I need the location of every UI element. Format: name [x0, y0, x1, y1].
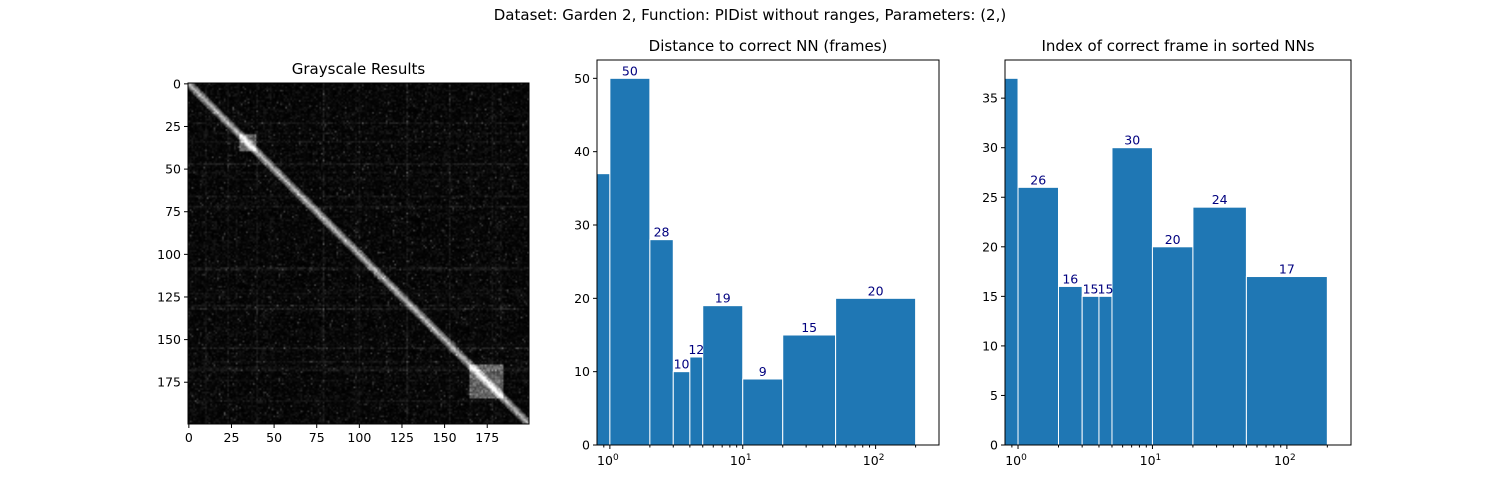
distance-hist-xtick-label: 101: [730, 453, 752, 468]
heatmap-xtick-label: 75: [309, 430, 325, 445]
distance-hist-bar: [835, 297, 917, 445]
heatmap-frame: [187, 82, 530, 425]
heatmap-title: Grayscale Results: [292, 60, 426, 78]
distance-hist-ytick-label: 10: [574, 364, 590, 379]
index-hist-bar: [1151, 246, 1194, 445]
heatmap-ytick-label: 25: [165, 119, 181, 134]
index-hist-bar: [1192, 206, 1247, 445]
distance-hist-ytick-label: 20: [574, 291, 590, 306]
index-hist-ytick-label: 15: [982, 289, 998, 304]
heatmap-xtick-label: 125: [390, 430, 414, 445]
index-hist-bar-label: 20: [1165, 232, 1181, 247]
index-hist-bar: [1081, 295, 1100, 445]
index-hist-bar-label: 15: [1083, 281, 1099, 296]
index-hist-bars: [1005, 77, 1328, 445]
index-hist-title: Index of correct frame in sorted NNs: [1041, 37, 1314, 55]
distance-hist-bar: [649, 239, 674, 445]
distance-hist-xtick-label: 100: [597, 453, 619, 468]
index-hist-xtick-label: 101: [1140, 453, 1162, 468]
index-hist-ytick-label: 5: [990, 388, 998, 403]
distance-hist-bar: [609, 77, 651, 445]
index-hist-ytick-label: 20: [982, 239, 998, 254]
index-hist-bar: [1245, 276, 1328, 445]
distance-hist-bar-label: 12: [688, 342, 704, 357]
index-hist-xtick-label: 100: [1005, 453, 1027, 468]
distance-hist-ytick-label: 50: [574, 71, 590, 86]
heatmap-ytick-label: 100: [157, 247, 181, 262]
index-hist-bar: [1057, 285, 1083, 445]
index-hist-bar-label: 24: [1212, 192, 1228, 207]
distance-hist-title: Distance to correct NN (frames): [649, 37, 888, 55]
distance-hist-bar: [597, 173, 611, 445]
heatmap-xtick-label: 25: [224, 430, 240, 445]
heatmap-xtick-label: 175: [475, 430, 499, 445]
heatmap-xtick-label: 100: [347, 430, 371, 445]
heatmap-xtick-label: 50: [266, 430, 282, 445]
distance-hist-bar-label: 19: [715, 291, 731, 306]
index-hist-ytick-label: 30: [982, 140, 998, 155]
index-hist-frame: [1004, 59, 1352, 446]
distance-hist-bar: [672, 371, 691, 445]
distance-hist-bar-label: 20: [868, 283, 884, 298]
heatmap-ytick-label: 0: [173, 76, 181, 91]
distance-hist-bars: [597, 77, 917, 445]
index-hist-xtick-label: 102: [1274, 453, 1296, 468]
heatmap-ytick-label: 175: [157, 375, 181, 390]
distance-hist-bar-label: 50: [622, 63, 638, 78]
index-hist-bar: [1017, 186, 1059, 445]
distance-hist-bar-label: 10: [674, 357, 690, 372]
distance-hist-bar: [702, 305, 744, 445]
heatmap-ytick-label: 50: [165, 162, 181, 177]
index-hist-ytick-label: 35: [982, 91, 998, 106]
distance-hist-bar-label: 9: [759, 364, 767, 379]
heatmap-panel: Grayscale Results 0 25 50 75 100 125 150 175 0 25 5…: [157, 60, 530, 445]
distance-hist-ytick-label: 40: [574, 144, 590, 159]
heatmap-xtick-label: 150: [433, 430, 457, 445]
distance-hist-frame: [596, 59, 940, 446]
index-hist-ytick-label: 0: [990, 438, 998, 453]
index-hist-bar-label: 17: [1279, 262, 1295, 277]
heatmap-ytick-label: 150: [157, 332, 181, 347]
distance-hist-ytick-label: 30: [574, 218, 590, 233]
distance-hist-ytick-label: 0: [582, 438, 590, 453]
index-hist-bar: [1098, 295, 1113, 445]
figure-title: Dataset: Garden 2, Function: PIDist with…: [493, 6, 1007, 24]
distance-hist-bar-label: 28: [654, 225, 670, 240]
index-hist-ytick-label: 10: [982, 338, 998, 353]
heatmap-xtick-label: 0: [185, 430, 193, 445]
heatmap-ytick-label: 125: [157, 289, 181, 304]
distance-hist-xtick-label: 102: [863, 453, 885, 468]
index-hist-bar-label: 16: [1062, 271, 1078, 286]
index-hist-bar: [1005, 77, 1019, 445]
index-hist-bar-label: 26: [1030, 172, 1046, 187]
index-hist-ytick-label: 25: [982, 190, 998, 205]
index-hist-bar: [1111, 147, 1153, 445]
distance-hist-bar: [782, 334, 837, 445]
index-hist-bar-label: 15: [1098, 281, 1114, 296]
heatmap-ytick-label: 75: [165, 204, 181, 219]
distance-hist-bar: [742, 378, 784, 445]
index-hist-bar-label: 30: [1124, 133, 1140, 148]
distance-hist-bar: [689, 356, 704, 445]
distance-hist-bar-label: 15: [801, 320, 817, 335]
heatmap-image: [188, 83, 529, 424]
